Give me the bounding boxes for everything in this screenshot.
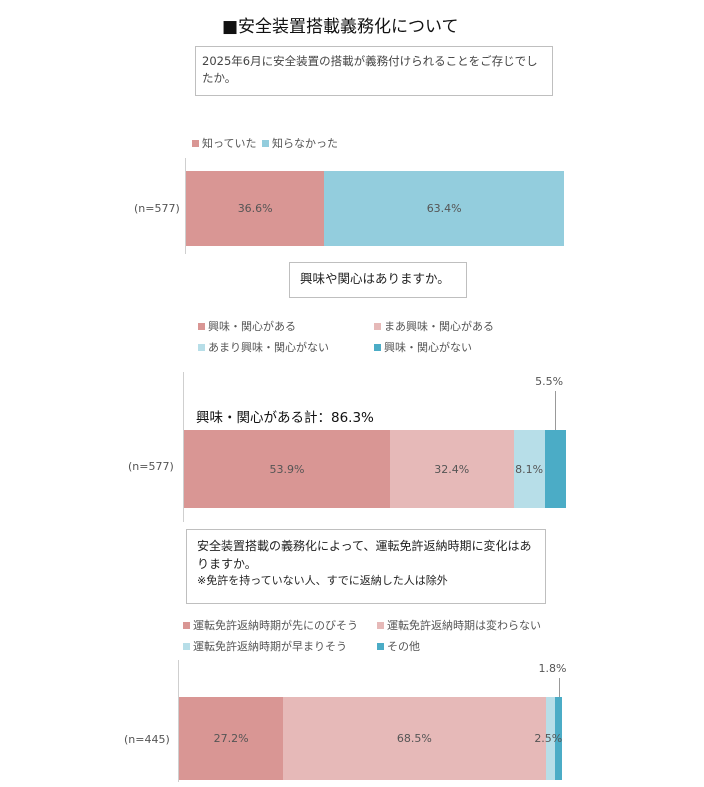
legend-item-other: その他 xyxy=(377,638,420,654)
bar-segment-3 xyxy=(545,697,556,780)
legend-item-not-interested: 興味・関心がない xyxy=(374,339,472,355)
legend-label-not-interested: 興味・関心がない xyxy=(384,341,472,354)
chart-3-axis xyxy=(178,660,179,782)
legend-label-not-very-interested: あまり興味・関心がない xyxy=(208,341,329,354)
interest-total-label: 興味・関心がある計：86.3% xyxy=(196,410,374,426)
legend-swatch-interested xyxy=(198,322,205,330)
chart-1-category-label: (n=577) xyxy=(134,202,180,215)
legend-label-somewhat-interested: まあ興味・関心がある xyxy=(384,320,494,333)
legend-swatch-earlier xyxy=(183,642,190,650)
legend-swatch-later xyxy=(183,621,190,629)
legend-item-interested: 興味・関心がある xyxy=(198,318,296,334)
bar-segment-1: 27.2% xyxy=(179,697,284,780)
data-label-1: 27.2% xyxy=(213,732,249,745)
data-label-1: 36.6% xyxy=(237,202,273,215)
legend-label-knew: 知っていた xyxy=(202,137,257,150)
legend-item-unchanged: 運転免許返納時期は変わらない xyxy=(377,617,541,633)
legend-label-did-not-know: 知らなかった xyxy=(272,137,338,150)
legend-item-not-very-interested: あまり興味・関心がない xyxy=(198,339,329,355)
question-3-note: ※免許を持っていない人、すでに返納した人は除外 xyxy=(197,574,448,587)
legend-swatch-other xyxy=(377,642,384,650)
data-label-4: 1.8% xyxy=(538,662,567,675)
legend-label-other: その他 xyxy=(387,640,420,653)
legend-item-earlier: 運転免許返納時期が早まりそう xyxy=(183,638,347,654)
question-2-box: 興味や関心はありますか。 xyxy=(289,262,467,298)
bar-segment-1: 36.6% xyxy=(186,171,325,246)
data-label-2: 63.4% xyxy=(426,202,462,215)
legend-label-interested: 興味・関心がある xyxy=(208,320,296,333)
data-label-2: 32.4% xyxy=(434,462,470,476)
legend-item-knew: 知っていた xyxy=(192,135,256,151)
chart-2-category-label: (n=577) xyxy=(128,460,174,473)
data-label-3: 8.1% xyxy=(515,462,544,476)
legend-label-earlier: 運転免許返納時期が早まりそう xyxy=(193,640,347,653)
chart-1-axis xyxy=(185,158,186,254)
bar-segment-2: 68.5% xyxy=(283,697,546,780)
chart-3-stacked-bar: 27.2% 68.5% xyxy=(179,697,562,780)
data-label-1: 53.9% xyxy=(269,462,305,476)
legend-item-did-not-know: 知らなかった xyxy=(262,135,338,151)
data-label-3: 2.5% xyxy=(534,731,563,745)
legend-swatch-not-very-interested xyxy=(198,343,205,351)
legend-item-later: 運転免許返納時期が先にのびそう xyxy=(183,617,358,633)
legend-swatch-unchanged xyxy=(377,621,384,629)
legend-label-unchanged: 運転免許返納時期は変わらない xyxy=(387,619,541,632)
chart-1-stacked-bar: 36.6% 63.4% xyxy=(186,171,564,246)
leader-line-4 xyxy=(558,678,560,697)
data-label-4: 5.5% xyxy=(535,375,564,388)
legend-swatch-somewhat-interested xyxy=(374,322,381,330)
bar-segment-4 xyxy=(544,430,566,508)
question-3-box: 安全装置搭載の義務化によって、運転免許返納時期に変化はありますか。 ※免許を持っ… xyxy=(186,529,546,604)
bar-segment-3: 8.1% xyxy=(513,430,545,508)
bar-segment-4 xyxy=(555,697,562,780)
bar-segment-2: 32.4% xyxy=(389,430,514,508)
data-label-2: 68.5% xyxy=(396,732,432,745)
legend-swatch-knew xyxy=(192,139,199,147)
bar-segment-2: 63.4% xyxy=(324,171,564,246)
legend-swatch-not-interested xyxy=(374,343,381,351)
leader-line-4 xyxy=(555,391,557,430)
page-title: ■安全装置搭載義務化について xyxy=(222,17,459,37)
chart-2-stacked-bar: 53.9% 32.4% 8.1% xyxy=(184,430,566,508)
chart-2-axis xyxy=(183,372,184,522)
chart-3-category-label: (n=445) xyxy=(124,733,170,746)
legend-swatch-did-not-know xyxy=(262,139,269,147)
question-3-text: 安全装置搭載の義務化によって、運転免許返納時期に変化はありますか。 xyxy=(197,539,532,571)
legend-item-somewhat-interested: まあ興味・関心がある xyxy=(374,318,494,334)
legend-label-later: 運転免許返納時期が先にのびそう xyxy=(193,619,358,632)
bar-segment-1: 53.9% xyxy=(184,430,390,508)
question-1-box: 2025年6月に安全装置の搭載が義務付けられることをご存じでしたか。 xyxy=(195,46,553,96)
